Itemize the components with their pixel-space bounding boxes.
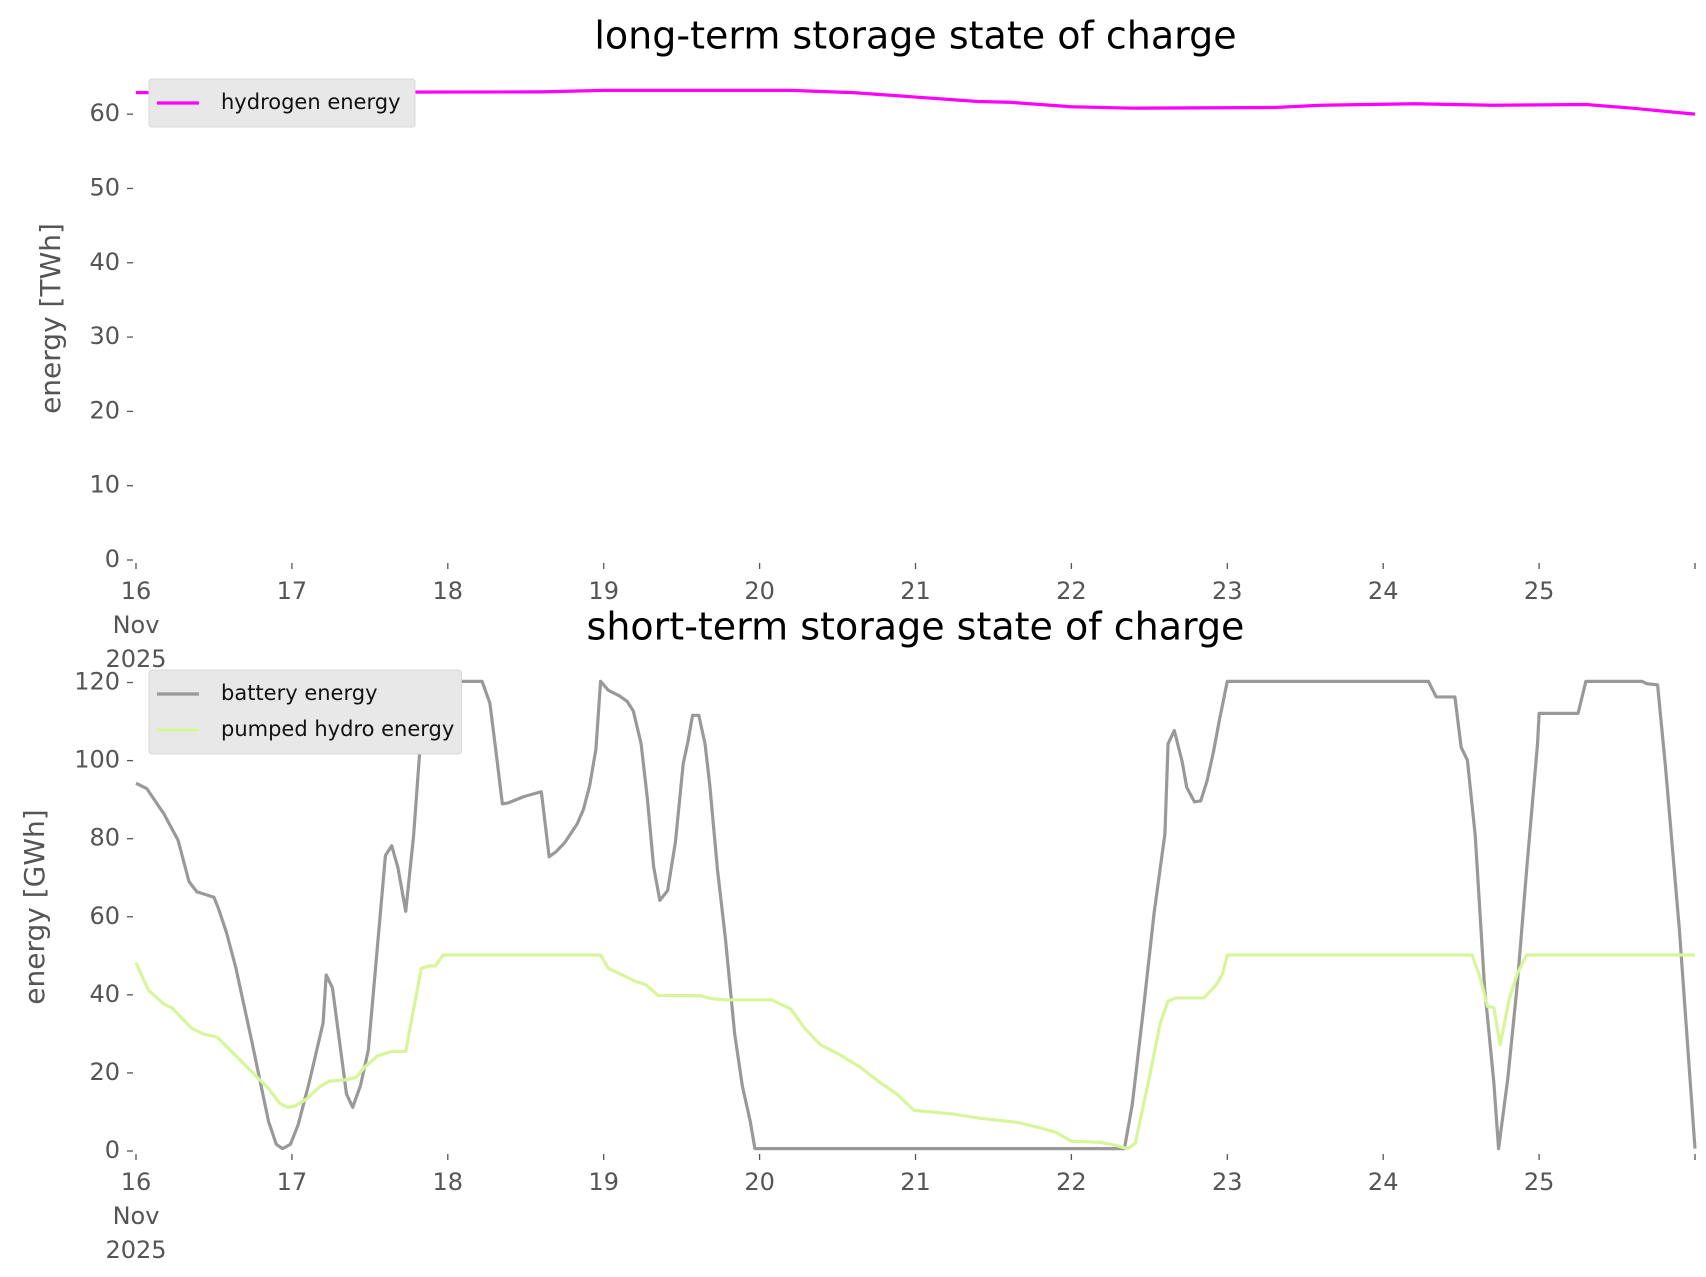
legend: battery energy pumped hydro energy — [148, 669, 462, 755]
x-tick-label: 24 — [1368, 577, 1399, 605]
y-tick-label: 40 — [89, 248, 120, 276]
x-tick-label: 16 Nov 2025 — [105, 577, 166, 673]
y-tick-label: 60 — [89, 902, 120, 930]
legend-label: hydrogen energy — [221, 90, 401, 114]
y-tick-label: 40 — [89, 980, 120, 1008]
chart-title: short-term storage state of charge — [587, 605, 1245, 649]
legend: hydrogen energy — [148, 78, 416, 128]
y-axis-label: energy [TWh] — [34, 223, 67, 414]
tick-label-line: 2025 — [105, 645, 166, 673]
y-tick-label: 10 — [89, 471, 120, 499]
y-tick-label: 80 — [89, 824, 120, 852]
x-tick-label: 24 — [1368, 1168, 1399, 1196]
x-tick-label: 17 — [277, 1168, 308, 1196]
x-tick-label: 18 — [433, 1168, 464, 1196]
x-tick-label: 16 Nov 2025 — [105, 1168, 166, 1264]
series-line — [135, 88, 1696, 116]
tick-label-line: Nov — [113, 1202, 160, 1230]
x-tick-label: 18 — [433, 577, 464, 605]
y-tick-label: 20 — [89, 1058, 120, 1086]
x-tick-label: 21 — [900, 577, 931, 605]
tick-label-line: Nov — [113, 611, 160, 639]
chart-title: long-term storage state of charge — [594, 14, 1236, 58]
x-tick-label: 19 — [588, 1168, 619, 1196]
legend-label: battery energy — [221, 681, 378, 705]
x-tick-label: 25 — [1524, 577, 1555, 605]
x-tick-label: 19 — [588, 577, 619, 605]
x-tick-label: 25 — [1524, 1168, 1555, 1196]
legend-label: pumped hydro energy — [221, 717, 454, 741]
x-tick-label: 17 — [277, 577, 308, 605]
x-tick-label: 20 — [744, 1168, 775, 1196]
y-axis-label: energy [GWh] — [18, 809, 51, 1004]
tick-label-line: 2025 — [105, 1236, 166, 1264]
x-tick-label: 21 — [900, 1168, 931, 1196]
y-tick-label: 120 — [74, 668, 120, 696]
y-tick-label: 30 — [89, 322, 120, 350]
x-tick-label: 22 — [1056, 1168, 1087, 1196]
y-tick-label: 0 — [105, 1136, 120, 1164]
y-tick-label: 50 — [89, 173, 120, 201]
y-tick-label: 0 — [105, 545, 120, 573]
y-tick-label: 20 — [89, 396, 120, 424]
x-tick-label: 20 — [744, 577, 775, 605]
x-tick-label: 23 — [1212, 577, 1243, 605]
legend-box — [148, 669, 462, 755]
y-tick-label: 100 — [74, 746, 120, 774]
tick-label-line: 16 — [121, 577, 152, 605]
tick-label-line: 16 — [121, 1168, 152, 1196]
series-line — [135, 679, 1697, 1151]
series-line — [134, 953, 1695, 1151]
y-tick-label: 60 — [89, 99, 120, 127]
x-tick-label: 22 — [1056, 577, 1087, 605]
legend-box — [148, 78, 416, 128]
x-tick-label: 23 — [1212, 1168, 1243, 1196]
